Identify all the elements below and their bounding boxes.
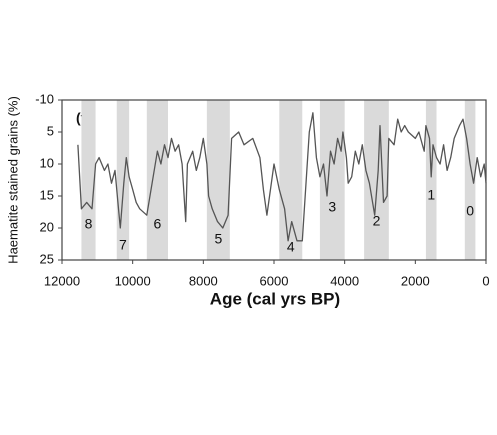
x-tick-label: 12000	[44, 273, 80, 288]
y-tick-label: 25	[40, 251, 54, 266]
band-label: 0	[466, 203, 474, 219]
shaded-band	[279, 100, 303, 260]
y-tick-label: -10	[35, 91, 54, 106]
band-label: 8	[85, 216, 93, 232]
shaded-band	[206, 100, 230, 260]
x-tick-label: 2000	[401, 273, 430, 288]
y-tick-label: 15	[40, 187, 54, 202]
shaded-band	[146, 100, 168, 260]
shaded-band	[425, 100, 437, 260]
band-label: 2	[373, 213, 381, 229]
shaded-band	[81, 100, 96, 260]
band-label: 5	[214, 231, 222, 247]
y-tick-label: 10	[40, 155, 54, 170]
shaded-band	[464, 100, 476, 260]
y-tick-label: 5	[47, 123, 54, 138]
y-axis-label: Haematite stained grains (%)	[5, 96, 20, 264]
x-tick-label: 4000	[330, 273, 359, 288]
x-tick-label: 6000	[260, 273, 289, 288]
band-label: 3	[328, 199, 336, 215]
band-label: 6	[154, 216, 162, 232]
data-line	[77, 112, 487, 242]
y-tick-label: 20	[40, 219, 54, 234]
x-tick-label: 0	[482, 273, 489, 288]
band-label: 4	[287, 239, 295, 255]
band-label: 1	[427, 187, 435, 203]
shaded-band	[364, 100, 389, 260]
x-tick-label: 10000	[115, 273, 151, 288]
shaded-band	[319, 100, 345, 260]
band-label: 7	[119, 237, 127, 253]
x-tick-label: 8000	[189, 273, 218, 288]
x-axis-label: Age (cal yrs BP)	[210, 289, 340, 308]
